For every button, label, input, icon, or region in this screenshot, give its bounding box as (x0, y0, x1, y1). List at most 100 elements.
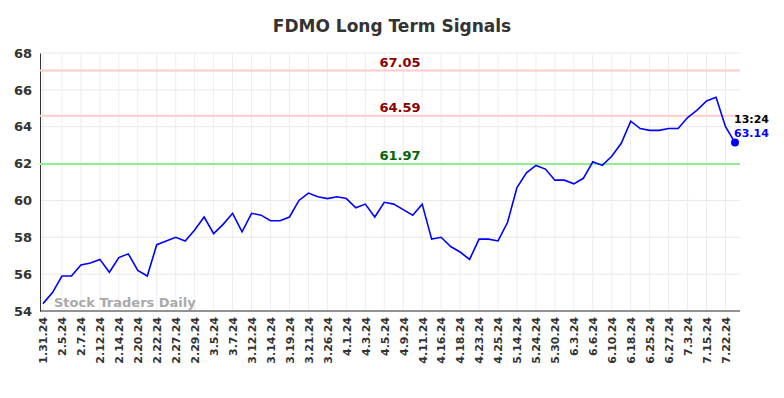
axis-line (40, 54, 41, 312)
tick-label: 7.15.24 (701, 317, 714, 364)
tick: 7.3.24 (682, 311, 695, 356)
grid-line (649, 53, 650, 311)
tick-label: 4.25.24 (492, 317, 505, 364)
tick-label: 54 (14, 304, 32, 319)
tick: 66 (14, 83, 40, 98)
grid-line (270, 53, 271, 311)
tick-label: 4.3.24 (360, 317, 373, 356)
tick-label: 4.9.24 (398, 317, 411, 356)
tick-label: 56 (14, 267, 32, 282)
level-label: 61.97 (379, 148, 420, 163)
tick-label: 3.21.24 (303, 317, 316, 364)
tick: 56 (14, 267, 40, 282)
tick: 68 (14, 46, 40, 61)
grid-line (80, 53, 81, 311)
tick: 2.12.24 (94, 311, 107, 364)
tick-label: 5.24.24 (530, 317, 543, 364)
grid-line (422, 53, 423, 311)
tick-label: 3.7.24 (227, 317, 240, 356)
tick: 64 (14, 119, 40, 134)
tick-label: 6.25.24 (644, 317, 657, 364)
tick: 2.5.24 (56, 311, 69, 356)
tick: 4.5.24 (379, 311, 392, 356)
tick: 2.29.24 (189, 311, 202, 364)
tick: 60 (14, 193, 40, 208)
tick-label: 6.18.24 (625, 317, 638, 364)
tick-label: 62 (14, 156, 32, 171)
tick: 2.7.24 (75, 311, 88, 356)
tick-label: 3.5.24 (208, 317, 221, 356)
tick: 7.15.24 (701, 311, 714, 364)
tick: 3.19.24 (284, 311, 297, 364)
tick-label: 58 (14, 230, 32, 245)
tick-label: 64 (14, 119, 32, 134)
tick: 4.25.24 (492, 311, 505, 364)
tick: 2.27.24 (170, 311, 183, 364)
axis-line (40, 311, 740, 312)
grid-line (137, 53, 138, 311)
tick-label: 6.10.24 (606, 317, 619, 364)
tick-label: 3.19.24 (284, 317, 297, 364)
grid-line (460, 53, 461, 311)
tick-label: 2.14.24 (113, 317, 126, 364)
grid-line (289, 53, 290, 311)
tick: 3.14.24 (265, 311, 278, 364)
grid-line (516, 53, 517, 311)
tick: 6.18.24 (625, 311, 638, 364)
level-line (40, 115, 740, 117)
grid-line (327, 53, 328, 311)
tick-label: 60 (14, 193, 32, 208)
grid-line (668, 53, 669, 311)
grid-line (156, 53, 157, 311)
tick: 3.26.24 (322, 311, 335, 364)
grid-line (194, 53, 195, 311)
tick: 7.22.24 (720, 311, 733, 364)
grid-line (498, 53, 499, 311)
tick-label: 2.12.24 (94, 317, 107, 364)
tick: 6.6.24 (587, 311, 600, 356)
tick-label: 3.26.24 (322, 317, 335, 364)
tick-label: 7.22.24 (720, 317, 733, 364)
last-time: 13:24 (734, 113, 769, 126)
tick: 4.1.24 (341, 311, 354, 356)
tick: 5.24.24 (530, 311, 543, 364)
grid-line (213, 53, 214, 311)
grid-line (40, 89, 740, 90)
grid-line (61, 53, 62, 311)
grid-line (346, 53, 347, 311)
tick-label: 2.20.24 (132, 317, 145, 364)
tick: 3.7.24 (227, 311, 240, 356)
level-label: 67.05 (379, 55, 420, 70)
y-axis: 54 56 58 60 62 64 66 68 (14, 46, 41, 319)
watermark: Stock Traders Daily (54, 295, 196, 310)
grid-line (365, 53, 366, 311)
tick-label: 4.11.24 (417, 317, 430, 364)
tick: 2.22.24 (151, 311, 164, 364)
tick-label: 6.27.24 (663, 317, 676, 364)
grid-line (611, 53, 612, 311)
title: FDMO Long Term Signals (273, 16, 511, 36)
tick-label: 3.14.24 (265, 317, 278, 364)
grid (40, 53, 740, 311)
tick: 4.11.24 (417, 311, 430, 364)
grid-line (441, 53, 442, 311)
tick-label: 66 (14, 83, 32, 98)
tick-label: 4.5.24 (379, 317, 392, 356)
tick: 5.30.24 (549, 311, 562, 364)
tick-label: 4.18.24 (454, 317, 467, 364)
tick: 5.14.24 (511, 311, 524, 364)
price-line (43, 97, 735, 303)
grid-line (725, 53, 726, 311)
tick: 2.14.24 (113, 311, 126, 364)
tick-label: 4.23.24 (473, 317, 486, 364)
tick: 4.23.24 (473, 311, 486, 364)
tick-label: 6.3.24 (568, 317, 581, 356)
tick-label: 3.12.24 (246, 317, 259, 364)
grid-line (99, 53, 100, 311)
tick-label: 1.31.24 (37, 317, 50, 364)
tick: 6.25.24 (644, 311, 657, 364)
chart: FDMO Long Term Signals 54 56 58 60 62 64 66 68 1.… (0, 0, 784, 398)
grid-line (43, 53, 44, 311)
last-value: 63.14 (734, 127, 769, 140)
tick: 6.27.24 (663, 311, 676, 364)
